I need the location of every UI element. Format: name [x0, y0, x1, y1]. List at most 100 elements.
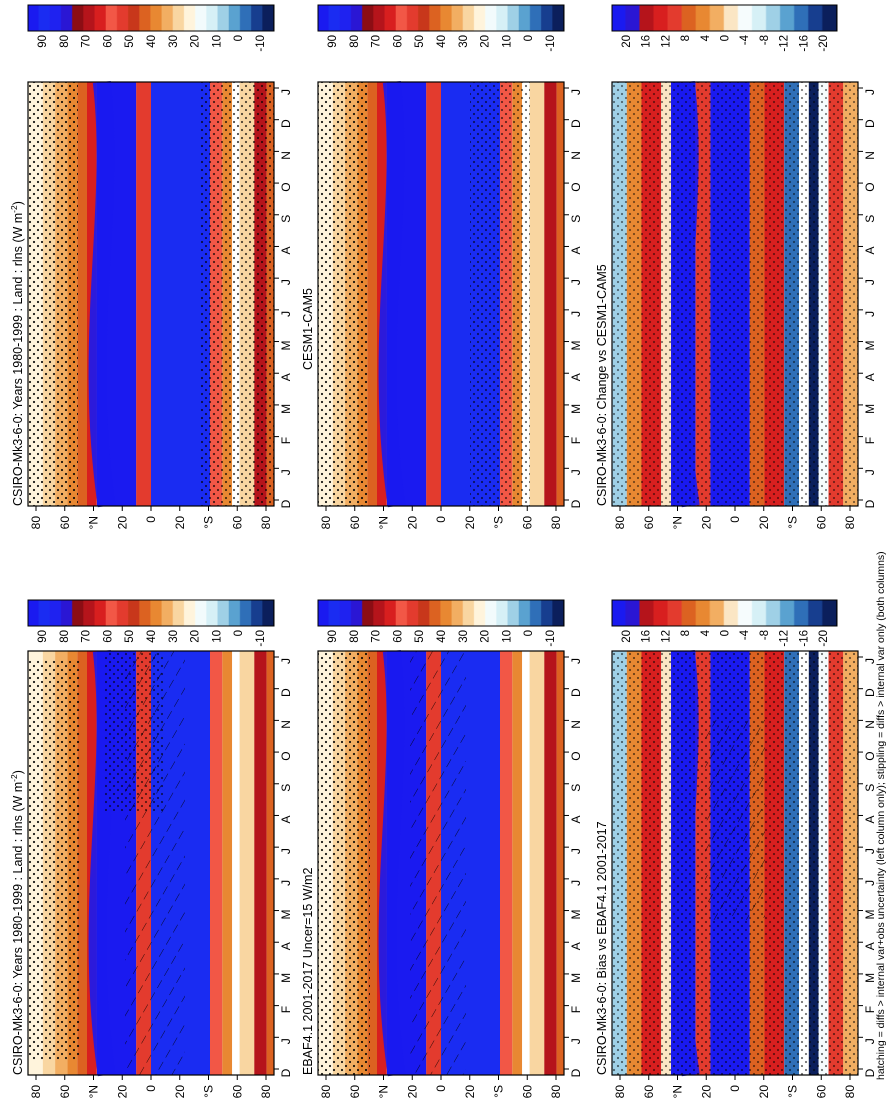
- x-tick-label: M: [569, 341, 583, 351]
- y-tick-label: 20: [699, 1085, 713, 1099]
- panel-clim-right: 90 80 70 60 50 40 30 20 10 0 -10 D J F M A M J J A S O N D J 80…: [9, 4, 293, 530]
- y-tick-label: 60: [642, 516, 656, 530]
- y-tick-label: 20: [173, 1085, 187, 1099]
- heatmap-cell: [556, 82, 564, 506]
- colorbar-tick-label: -10: [545, 35, 557, 52]
- x-tick-label: J: [863, 880, 877, 886]
- colorbar-tick-label: 10: [501, 630, 513, 643]
- colorbar-ref-bar: [317, 4, 565, 32]
- hatch-clim-left: [125, 651, 185, 1075]
- heatmap-cell: [232, 651, 240, 1075]
- x-tick-label: N: [279, 151, 293, 160]
- heatmap-cell: [426, 82, 441, 506]
- y-tick-label: 80: [549, 1085, 563, 1099]
- x-tick-label: N: [863, 151, 877, 160]
- heatmap-cell: [544, 651, 557, 1075]
- colorbar-tick-label: 70: [371, 35, 383, 48]
- heatmap-cell: [77, 651, 87, 1075]
- colorbar-tick-label: 20: [621, 630, 633, 643]
- stipple-clim-right: [28, 82, 78, 506]
- colorbar-tick-label: 20: [621, 35, 633, 48]
- colorbar-tick-label: 12: [660, 630, 672, 643]
- y-tick-label: 60: [230, 516, 244, 530]
- colorbar-tick-label: 8: [680, 630, 692, 636]
- xaxis-ref: D J F M A M J J A S O N D J: [564, 87, 583, 508]
- panel-bias: 20 16 12 8 4 0 -4 -8 -12 -16 -20 D J F M A M J J A S O N D J 80…: [595, 599, 877, 1098]
- y-tick-label: 80: [259, 516, 273, 530]
- x-tick-label: F: [279, 1006, 293, 1013]
- x-tick-label: D: [863, 1068, 877, 1077]
- x-tick-label: N: [569, 151, 583, 160]
- title-clim-right: CSIRO-Mk3-6-0: Years 1980-1999 : Land : …: [9, 201, 25, 506]
- heatmap-cell: [522, 651, 530, 1075]
- colorbar-clim-left-ticks: 90 80 70 60 50 40 30 20 10 0 -10: [37, 630, 267, 647]
- heatmap-clim-left: D J F M A M J J A S O N D J 80 60 °N 20 0 20 °S 60 80: [27, 649, 293, 1099]
- hatch-bias: [705, 720, 765, 920]
- y-tick-label: °N: [377, 1085, 391, 1098]
- heatmap-cell: [529, 651, 545, 1075]
- colorbar-tick-label: 20: [190, 35, 202, 48]
- x-tick-label: J: [279, 658, 293, 664]
- x-tick-label: M: [569, 973, 583, 983]
- x-tick-label: J: [863, 469, 877, 475]
- x-tick-label: A: [279, 373, 293, 381]
- colorbar-tick-label: 40: [146, 35, 158, 48]
- colorbar-tick-label: -4: [739, 629, 751, 640]
- x-tick-label: A: [279, 815, 293, 823]
- x-tick-label: S: [279, 215, 293, 223]
- colorbar-tick-label: 90: [37, 35, 49, 48]
- panel-clim-left: 90 80 70 60 50 40 30 20 10 0 -10 D J F M A M J J A S O N D J 80…: [9, 599, 293, 1099]
- y-tick-label: 0: [144, 1085, 158, 1092]
- y-tick-label: °S: [786, 516, 800, 529]
- y-tick-label: 60: [230, 1085, 244, 1099]
- y-tick-label: 0: [144, 516, 158, 523]
- x-tick-label: J: [863, 658, 877, 664]
- x-tick-label: J: [279, 311, 293, 317]
- y-tick-label: °S: [786, 1085, 800, 1098]
- x-tick-label: M: [863, 973, 877, 983]
- heatmap-seasonal-band: [378, 80, 406, 508]
- colorbar-tick-label: 60: [392, 630, 404, 643]
- yaxis-bias: 80 60 °N 20 0 20 °S 60 80: [613, 1075, 857, 1098]
- colorbar-tick-label: 90: [327, 35, 339, 48]
- x-tick-label: N: [863, 720, 877, 729]
- x-tick-label: D: [569, 119, 583, 128]
- x-tick-label: A: [279, 246, 293, 254]
- y-tick-label: 20: [405, 1085, 419, 1099]
- y-tick-label: 80: [613, 1085, 627, 1099]
- colorbar-tick-label: -10: [255, 35, 267, 52]
- y-tick-label: 20: [463, 516, 477, 530]
- colorbar-tick-label: 20: [480, 630, 492, 643]
- colorbar-tick-label: 4: [700, 34, 712, 41]
- x-tick-label: D: [279, 688, 293, 697]
- colorbar-ref-ticks: 90 80 70 60 50 40 30 20 10 0 -10: [327, 35, 557, 52]
- x-tick-label: M: [863, 341, 877, 351]
- panel-ref: 90 80 70 60 50 40 30 20 10 0 -10 D J F M A M J J A S O N D J 80…: [301, 4, 583, 530]
- x-tick-label: S: [569, 784, 583, 792]
- x-tick-label: M: [279, 341, 293, 351]
- y-tick-label: 80: [319, 516, 333, 530]
- x-tick-label: D: [863, 499, 877, 508]
- y-tick-label: °N: [87, 1085, 101, 1098]
- heatmap-seasonal-band: [88, 80, 116, 508]
- x-tick-label: M: [863, 910, 877, 920]
- x-tick-label: D: [569, 499, 583, 508]
- y-tick-label: 60: [520, 1085, 534, 1099]
- x-tick-label: M: [569, 910, 583, 920]
- colorbar-tick-label: 80: [59, 630, 71, 643]
- x-tick-label: D: [863, 119, 877, 128]
- x-tick-label: F: [863, 1006, 877, 1013]
- heatmap-bias: D J F M A M J J A S O N D J 80 60 °N 20 0 20 °S 60 80: [611, 649, 877, 1098]
- colorbar-tick-label: 50: [414, 630, 426, 643]
- x-tick-label: D: [569, 688, 583, 697]
- colorbar-tick-label: -20: [818, 35, 830, 52]
- heatmap-cell: [77, 82, 87, 506]
- colorbar-tick-label: 10: [211, 630, 223, 643]
- colorbar-tick-label: 0: [720, 630, 732, 636]
- x-tick-label: J: [863, 1038, 877, 1044]
- y-tick-label: 20: [405, 516, 419, 530]
- colorbar-tick-label: -10: [545, 630, 557, 647]
- heatmap-cell: [222, 651, 233, 1075]
- x-tick-label: J: [863, 848, 877, 854]
- colorbar-change-bar: [611, 4, 838, 32]
